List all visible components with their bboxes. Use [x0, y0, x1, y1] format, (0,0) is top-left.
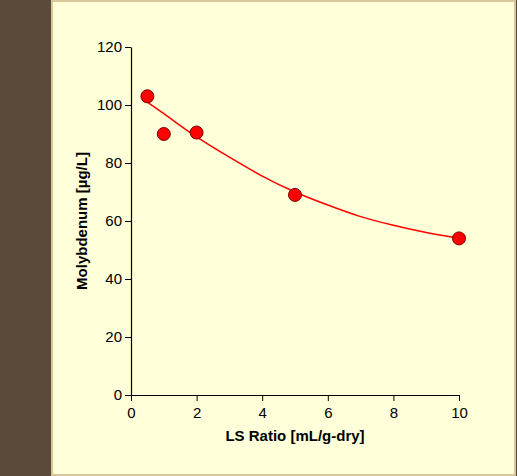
x-tick-mark: [131, 395, 132, 401]
y-tick: 40: [105, 270, 131, 287]
y-axis-title: Molybdenum [µg/L]: [73, 152, 90, 290]
y-tick: 80: [105, 154, 131, 171]
x-tick: 4: [259, 395, 267, 421]
y-tick-label: 120: [97, 38, 122, 55]
y-tick: 20: [105, 328, 131, 345]
x-tick-mark: [328, 395, 329, 401]
x-axis: 0 2 4 6 8 10: [127, 395, 468, 421]
data-point: [453, 232, 466, 245]
y-tick-mark: [125, 395, 131, 396]
x-tick-mark: [197, 395, 198, 401]
y-tick-label: 20: [105, 328, 122, 345]
x-tick: 0: [127, 395, 135, 421]
x-tick-label: 6: [324, 404, 332, 421]
plot-area: [141, 90, 466, 245]
y-tick-mark: [125, 337, 131, 338]
x-tick-label: 2: [193, 404, 201, 421]
axis-line: [131, 48, 132, 396]
y-tick: 120: [97, 38, 131, 55]
x-tick: 6: [324, 395, 332, 421]
x-tick-mark: [262, 395, 263, 401]
data-point: [141, 90, 154, 103]
y-tick-label: 40: [105, 270, 122, 287]
data-point: [289, 188, 302, 201]
x-tick-mark: [459, 395, 460, 401]
y-tick-mark: [125, 163, 131, 164]
y-tick-mark: [125, 221, 131, 222]
y-tick: 60: [105, 212, 131, 229]
x-tick: 2: [193, 395, 201, 421]
data-point: [157, 128, 170, 141]
fit-line: [147, 102, 459, 238]
y-tick-label: 0: [114, 386, 122, 403]
y-tick-label: 60: [105, 212, 122, 229]
x-tick-label: 10: [451, 404, 468, 421]
x-axis-title: LS Ratio [mL/g-dry]: [225, 427, 364, 444]
x-tick-label: 4: [259, 404, 267, 421]
data-point: [190, 126, 203, 139]
y-tick: 0: [114, 386, 131, 403]
y-tick-mark: [125, 279, 131, 280]
x-tick: 8: [390, 395, 398, 421]
x-tick-label: 8: [390, 404, 398, 421]
x-tick-label: 0: [127, 404, 135, 421]
chart: 0246810020406080100120LS Ratio [mL/g-dry…: [0, 0, 517, 476]
panel: [52, 1, 515, 475]
y-tick-mark: [125, 105, 131, 106]
y-tick: 100: [97, 96, 131, 113]
y-tick-mark: [125, 47, 131, 48]
y-tick-label: 100: [97, 96, 122, 113]
y-axis: 0 20 40 60 80 100 120: [97, 38, 132, 403]
axis-line: [132, 395, 460, 396]
y-tick-label: 80: [105, 154, 122, 171]
x-tick-mark: [393, 395, 394, 401]
x-tick: 10: [451, 395, 468, 421]
